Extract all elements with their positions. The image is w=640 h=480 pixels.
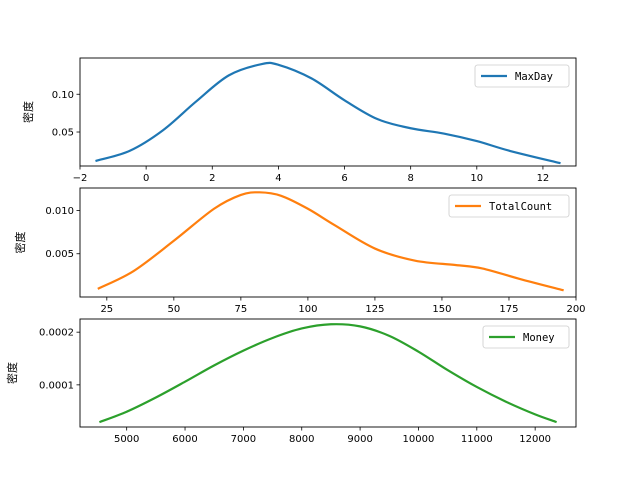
y-tick-label: 0.0001: [39, 380, 74, 391]
x-tick-label: −2: [73, 173, 88, 184]
x-tick-label: 125: [365, 304, 384, 315]
series-line-totalcount: [97, 191, 564, 292]
y-tick-label: 0.10: [52, 90, 74, 101]
legend-label: MaxDay: [515, 71, 553, 83]
legend-box: [448, 194, 570, 218]
x-tick-label: 150: [432, 304, 451, 315]
legend-label: TotalCount: [489, 201, 552, 213]
x-tick-label: 10000: [403, 434, 435, 445]
legend-box: [482, 325, 570, 349]
x-tick-label: 6: [341, 173, 347, 184]
subplot-3: 5000 6000 7000 8000 9000 10000 11000 12000 0.000…: [5, 318, 577, 445]
y-axis-label: 密度: [21, 101, 35, 123]
x-tick-label: 8000: [289, 434, 314, 445]
x-tick-label: 12000: [519, 434, 551, 445]
y-axis-label: 密度: [13, 232, 27, 254]
legend: Money: [482, 325, 570, 349]
x-tick-label: 7000: [231, 434, 256, 445]
legend: MaxDay: [474, 64, 570, 88]
y-tick-label: 0.05: [52, 128, 74, 139]
x-tick-label: 4: [275, 173, 281, 184]
x-tick-label: 12: [537, 173, 550, 184]
x-tick-label: 9000: [347, 434, 372, 445]
x-tick-label: 200: [566, 304, 585, 315]
subplot-2: 25 50 75 100 125 150 175 200 0.005 0.010 密度 TotalCo…: [13, 187, 586, 315]
y-tick-label: 0.0002: [39, 328, 74, 339]
axes-frame: [79, 318, 577, 428]
x-tick-label: 5000: [114, 434, 139, 445]
x-tick-label: 10: [470, 173, 483, 184]
legend-label: Money: [523, 332, 555, 344]
legend: TotalCount: [448, 194, 570, 218]
series-line-maxday: [95, 61, 561, 165]
x-tick-label: 175: [499, 304, 518, 315]
subplot-1: −2 0 2 4 6 8 10 12 0.05 0.10 密度 MaxDay: [21, 57, 577, 184]
axes-frame: [79, 57, 577, 167]
x-tick-label: 25: [100, 304, 113, 315]
x-tick-label: 2: [209, 173, 215, 184]
legend-box: [474, 64, 570, 88]
x-tick-label: 0: [143, 173, 149, 184]
x-tick-label: 6000: [172, 434, 197, 445]
y-axis-label: 密度: [5, 362, 19, 384]
x-tick-label: 8: [407, 173, 413, 184]
x-tick-label: 75: [234, 304, 247, 315]
x-tick-label: 100: [298, 304, 317, 315]
axes-frame: [79, 187, 577, 298]
x-tick-label: 11000: [461, 434, 493, 445]
series-line-money: [99, 323, 557, 424]
y-tick-label: 0.005: [45, 249, 74, 260]
y-tick-label: 0.010: [45, 206, 74, 217]
x-tick-label: 50: [167, 304, 180, 315]
